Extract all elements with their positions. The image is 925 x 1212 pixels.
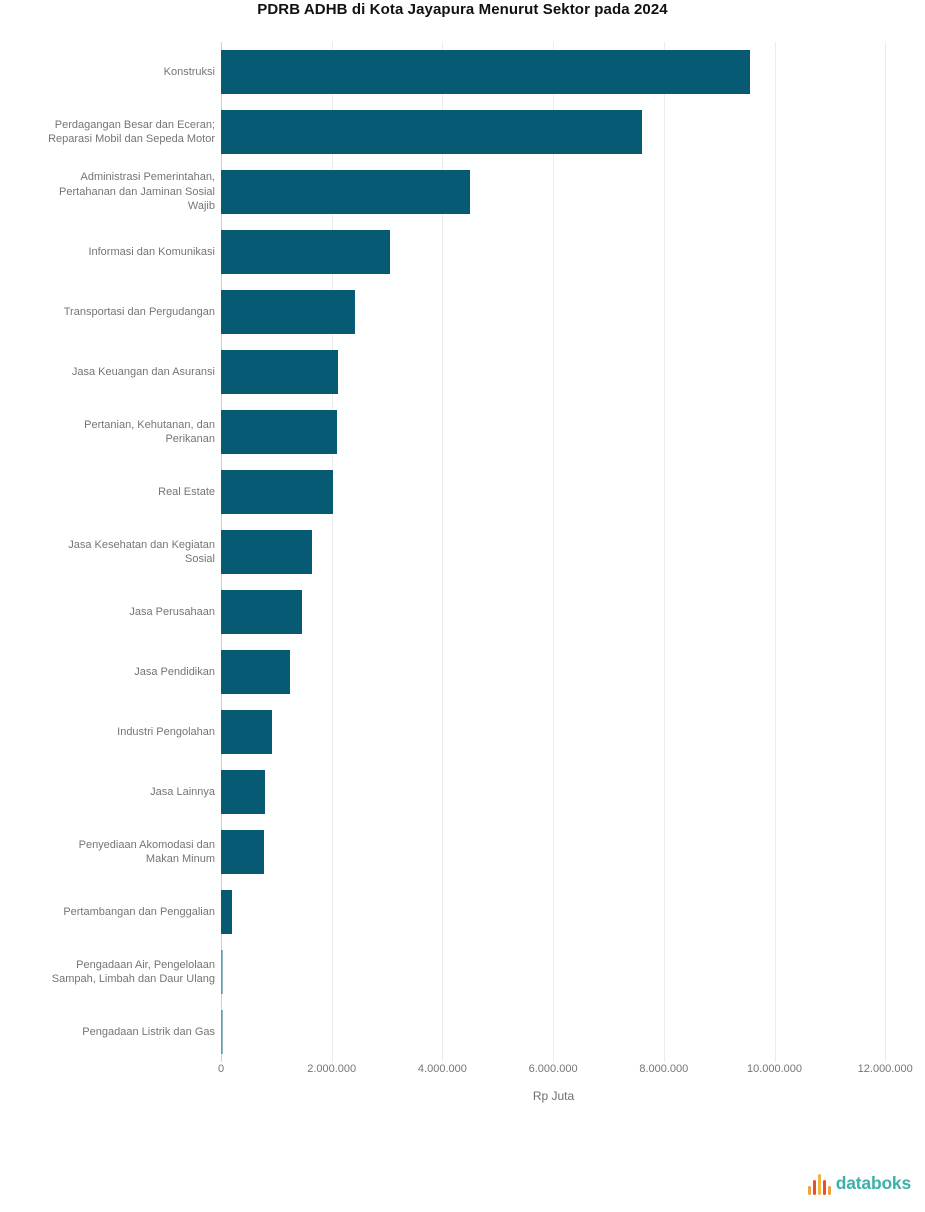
chart-row: Konstruksi — [0, 42, 925, 102]
chart-row: Pengadaan Listrik dan Gas — [0, 1002, 925, 1062]
row-label: Konstruksi — [163, 65, 215, 78]
row-label: Jasa Keuangan dan Asuransi — [71, 365, 215, 378]
bar[interactable] — [221, 410, 337, 454]
bar[interactable] — [221, 470, 333, 514]
x-tick-label: 12.000.000 — [857, 1063, 913, 1075]
bar[interactable] — [221, 830, 264, 874]
x-axis-ticks: 0 2.000.000 4.000.000 6.000.000 8.000.000 10.… — [217, 1063, 913, 1077]
chart-row: Jasa Kesehatan dan Kegiatan Sosial — [0, 522, 925, 582]
chart-row: Penyediaan Akomodasi dan Makan Minum — [0, 822, 925, 882]
row-label: Pertambangan dan Penggalian — [63, 905, 215, 918]
bar[interactable] — [221, 590, 302, 634]
chart-row: Pertambangan dan Penggalian — [0, 882, 925, 942]
bar[interactable] — [221, 110, 642, 154]
chart-row: Jasa Lainnya — [0, 762, 925, 822]
row-label: Penyediaan Akomodasi dan Makan Minum — [78, 838, 215, 866]
x-tick-label: 2.000.000 — [307, 1063, 357, 1075]
bar[interactable] — [221, 530, 312, 574]
row-label: Informasi dan Komunikasi — [88, 245, 215, 258]
bar[interactable] — [221, 290, 355, 334]
databoks-logo-text: databoks — [835, 1172, 911, 1193]
chart-row: Pengadaan Air, Pengelolaan Sampah, Limba… — [0, 942, 925, 1002]
bar-chart: Konstruksi Perdagangan Besar dan Eceran;… — [0, 42, 925, 1062]
bar[interactable] — [221, 1010, 223, 1054]
databoks-logo-icon — [807, 1171, 831, 1195]
databoks-logo[interactable]: databoks — [807, 1168, 911, 1198]
chart-row: Jasa Pendidikan — [0, 642, 925, 702]
row-label: Administrasi Pemerintahan, Pertahanan da… — [59, 171, 215, 213]
chart-row: Perdagangan Besar dan Eceran; Reparasi M… — [0, 102, 925, 162]
row-label: Jasa Lainnya — [150, 785, 215, 798]
row-label: Transportasi dan Pergudangan — [63, 305, 215, 318]
chart-row: Administrasi Pemerintahan, Pertahanan da… — [0, 162, 925, 222]
bar[interactable] — [221, 890, 233, 934]
x-tick-label: 10.000.000 — [746, 1063, 803, 1075]
bar[interactable] — [221, 170, 471, 214]
x-tick-label: 0 — [217, 1063, 225, 1075]
bar[interactable] — [221, 230, 390, 274]
gridline — [553, 42, 555, 1062]
row-label: Pengadaan Listrik dan Gas — [82, 1025, 215, 1038]
gridline — [442, 42, 444, 1062]
row-label: Jasa Pendidikan — [134, 665, 215, 678]
chart-row: Transportasi dan Pergudangan — [0, 282, 925, 342]
x-tick-label: 4.000.000 — [417, 1063, 467, 1075]
bar[interactable] — [221, 350, 338, 394]
row-label: Jasa Perusahaan — [129, 605, 215, 618]
bar[interactable] — [221, 770, 266, 814]
row-label: Pertanian, Kehutanan, dan Perikanan — [84, 418, 215, 446]
row-label: Industri Pengolahan — [117, 725, 215, 738]
bar[interactable] — [221, 710, 272, 754]
chart-row: Jasa Keuangan dan Asuransi — [0, 342, 925, 402]
gridline — [663, 42, 665, 1062]
chart-title: PDRB ADHB di Kota Jayapura Menurut Sekto… — [257, 1, 668, 18]
x-axis-label: Rp Juta — [532, 1089, 575, 1103]
gridline — [885, 42, 887, 1062]
row-label: Jasa Kesehatan dan Kegiatan Sosial — [68, 538, 215, 566]
x-tick-label: 6.000.000 — [528, 1063, 578, 1075]
bar[interactable] — [221, 950, 224, 994]
gridline — [774, 42, 776, 1062]
bar[interactable] — [221, 650, 291, 694]
row-label: Pengadaan Air, Pengelolaan Sampah, Limba… — [51, 958, 215, 986]
chart-row: Informasi dan Komunikasi — [0, 222, 925, 282]
chart-row: Jasa Perusahaan — [0, 582, 925, 642]
gridline — [331, 42, 333, 1062]
chart-row: Real Estate — [0, 462, 925, 522]
bar[interactable] — [221, 50, 750, 94]
chart-row: Pertanian, Kehutanan, dan Perikanan — [0, 402, 925, 462]
chart-row: Industri Pengolahan — [0, 702, 925, 762]
row-label: Real Estate — [158, 485, 215, 498]
x-tick-label: 8.000.000 — [639, 1063, 689, 1075]
row-label: Perdagangan Besar dan Eceran; Reparasi M… — [48, 118, 215, 146]
